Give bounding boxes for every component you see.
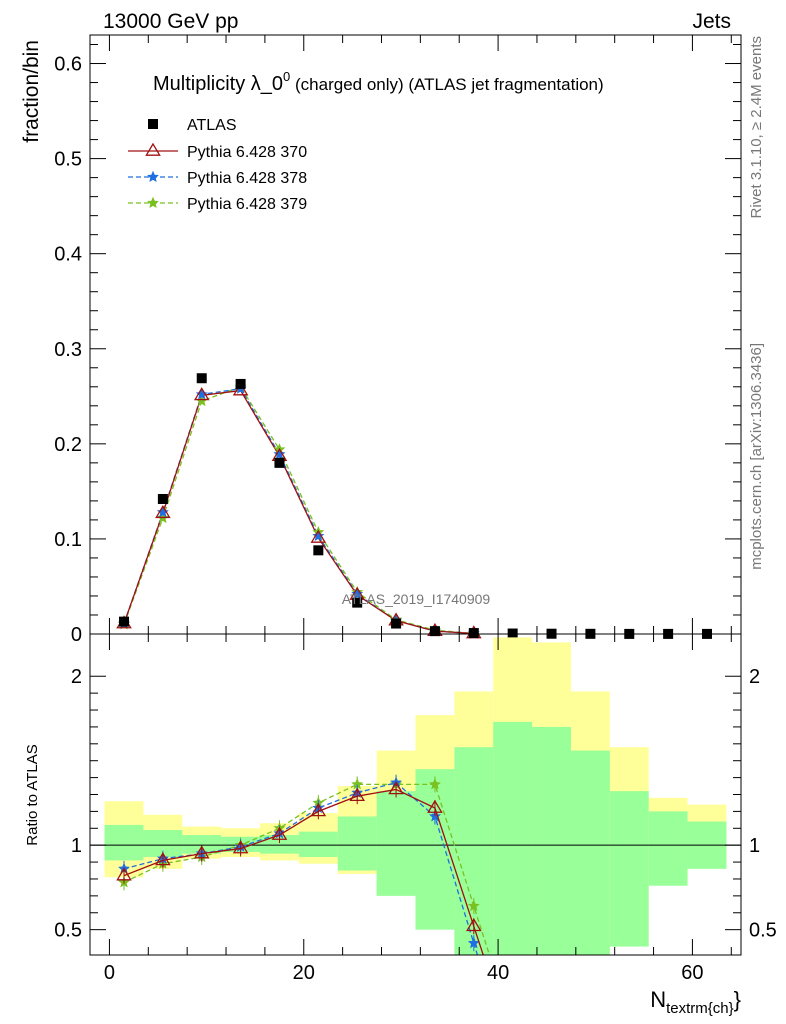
series-line-1	[123, 389, 474, 635]
x-tick-label: 40	[487, 962, 509, 984]
ratio-point-1	[116, 867, 132, 881]
ratio-y-tick-label-right: 0.5	[749, 920, 777, 942]
x-tick-label: 60	[681, 962, 703, 984]
x-tick-label: 0	[104, 962, 115, 984]
legend-marker-3	[147, 196, 159, 209]
header-jets-label: Jets	[692, 10, 731, 33]
y-tick-label: 0.4	[54, 244, 82, 266]
atlas-data-point	[274, 457, 285, 468]
uncertainty-band-inner	[570, 750, 610, 955]
ratio-y-tick-label: 1	[71, 835, 82, 857]
y-tick-label: 0.5	[54, 149, 82, 171]
y-tick-label: 0	[71, 624, 82, 646]
y-tick-label: 0.1	[54, 529, 82, 551]
series-2-point	[351, 587, 364, 600]
ratio-point-1	[349, 787, 365, 802]
y-tick-label: 0.3	[54, 339, 82, 361]
y-tick-label: 0.6	[54, 54, 82, 76]
y-tick-label: 0.2	[54, 434, 82, 456]
legend-entry-1: Pythia 6.428 370	[187, 144, 307, 161]
main-plot-title: Multiplicity λ_00 (charged only) (ATLAS …	[153, 69, 604, 95]
series-1-point	[155, 504, 171, 519]
atlas-data-point	[352, 597, 363, 608]
legend-entry-2: Pythia 6.428 378	[187, 170, 307, 187]
atlas-data-point	[391, 618, 402, 629]
uncertainty-band-inner	[298, 831, 338, 858]
uncertainty-band-inner	[337, 816, 377, 871]
ratio-point-1	[193, 845, 210, 859]
rivet-version-label: Rivet 3.1.10, ≥ 2.4M events	[748, 36, 765, 219]
ratio-y-axis-label: Ratio to ATLAS	[24, 744, 41, 845]
uncertainty-band-inner	[493, 721, 533, 955]
uncertainty-band-inner	[182, 835, 222, 854]
series-1-point	[232, 382, 249, 396]
atlas-data-point	[157, 493, 168, 504]
legend-entry-0: ATLAS	[187, 117, 237, 134]
legend-marker-2	[147, 170, 159, 183]
atlas-data-point	[429, 626, 440, 637]
ratio-y-tick-label-right: 1	[749, 835, 760, 857]
ratio-point-1	[388, 781, 404, 795]
ratio-y-tick-label: 2	[71, 666, 82, 688]
x-tick-label: 20	[293, 962, 315, 984]
analysis-watermark: ATLAS_2019_I1740909	[342, 591, 491, 607]
series-1-point	[193, 387, 210, 401]
legend-marker-1	[145, 142, 161, 156]
ratio-point-1	[427, 799, 443, 813]
ratio-y-tick-label-right: 2	[749, 666, 760, 688]
atlas-data-point	[468, 628, 479, 639]
main-plot-panel: ATLAS_2019_I1740909 00.10.20.30.40.50.6 …	[20, 34, 742, 646]
uncertainty-band-inner	[648, 811, 688, 886]
series-2-point	[312, 529, 325, 542]
atlas-data-point	[119, 616, 130, 627]
uncertainty-band-inner	[104, 824, 144, 861]
mcplots-label: mcplots.cern.ch [arXiv:1306.3436]	[748, 343, 765, 570]
uncertainty-band-inner	[376, 791, 416, 896]
legend-marker-0	[148, 119, 158, 129]
ratio-point-3	[428, 778, 441, 790]
uncertainty-band-inner	[260, 835, 299, 854]
ratio-y-tick-label: 0.5	[54, 920, 82, 942]
ratio-point-1	[155, 852, 171, 866]
ratio-point-2	[467, 936, 480, 949]
series-1-point	[310, 529, 327, 543]
ratio-point-1	[310, 803, 327, 817]
series-2-point	[273, 448, 286, 460]
uncertainty-band-inner	[532, 726, 571, 955]
atlas-data-point	[313, 545, 324, 556]
series-2-point	[156, 506, 169, 518]
ratio-point-1	[466, 918, 482, 932]
legend: ATLAS Pythia 6.428 370 Pythia 6.428 378 Pyt…	[128, 117, 307, 213]
header-energy-label: 13000 GeV pp	[103, 10, 238, 33]
x-axis-label: Ntextrm{ch}}	[650, 987, 741, 1017]
atlas-data-point	[196, 373, 207, 384]
ratio-point-1	[271, 826, 288, 840]
uncertainty-band-inner	[609, 791, 649, 947]
main-y-axis-label: fraction/bin	[20, 40, 43, 143]
series-2-point	[195, 388, 208, 400]
legend-entry-3: Pythia 6.428 379	[187, 196, 307, 213]
ratio-point-3	[467, 899, 480, 912]
atlas-data-point	[235, 378, 246, 389]
ratio-series-group	[116, 774, 491, 955]
ratio-plot-panel: 0.5 0.51 12 20 20 40 60 Ratio to ATLAS Ntextrm…	[24, 633, 777, 1017]
ratio-point-1	[232, 840, 249, 854]
